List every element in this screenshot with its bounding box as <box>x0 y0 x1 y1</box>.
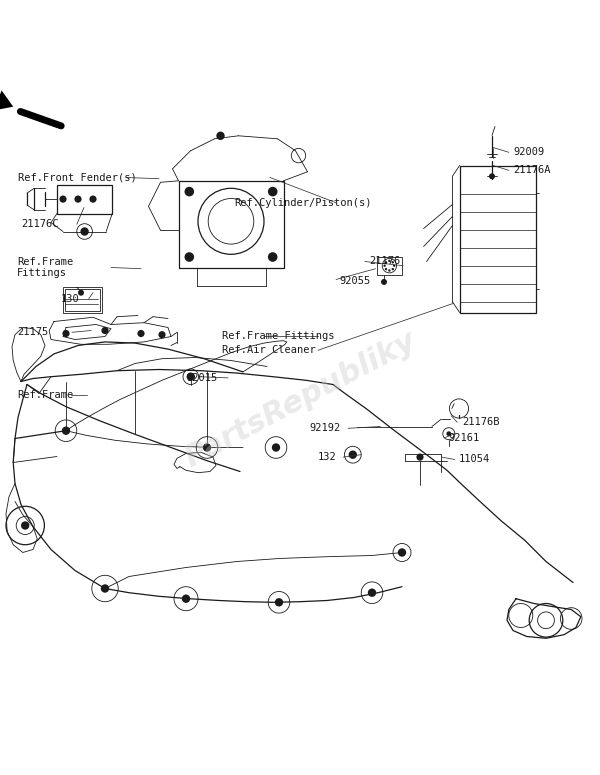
Text: 21176C: 21176C <box>21 219 59 229</box>
Polygon shape <box>0 91 13 111</box>
Text: 92192: 92192 <box>309 423 340 433</box>
Circle shape <box>398 548 406 556</box>
Text: Ref.Frame: Ref.Frame <box>17 390 73 400</box>
Circle shape <box>388 269 391 272</box>
Text: 21176: 21176 <box>369 257 400 267</box>
Text: 92161: 92161 <box>449 433 480 443</box>
Text: 21176B: 21176B <box>462 417 499 427</box>
Circle shape <box>101 584 109 593</box>
Circle shape <box>203 443 211 452</box>
Circle shape <box>383 264 386 267</box>
Text: 92055: 92055 <box>340 276 371 286</box>
Circle shape <box>381 279 387 285</box>
Circle shape <box>393 264 395 267</box>
Circle shape <box>385 268 387 270</box>
Text: PartsRepubliky: PartsRepubliky <box>179 326 421 473</box>
Circle shape <box>388 260 391 262</box>
Text: 21176A: 21176A <box>513 165 551 175</box>
Circle shape <box>392 268 394 270</box>
Bar <box>65 289 100 311</box>
Circle shape <box>80 227 89 236</box>
Text: Ref.Frame Fittings: Ref.Frame Fittings <box>222 331 335 341</box>
Bar <box>57 184 112 213</box>
Text: Ref.Frame
Fittings: Ref.Frame Fittings <box>17 257 73 278</box>
Circle shape <box>385 261 387 264</box>
Circle shape <box>217 132 224 140</box>
Text: Ref.Cylinder/Piston(s): Ref.Cylinder/Piston(s) <box>234 198 371 208</box>
Circle shape <box>272 443 280 452</box>
Circle shape <box>392 261 394 264</box>
Circle shape <box>446 432 451 436</box>
Circle shape <box>182 594 190 603</box>
Text: 21175: 21175 <box>17 327 48 337</box>
Circle shape <box>187 373 195 381</box>
Circle shape <box>368 588 376 597</box>
Text: 132: 132 <box>318 452 337 462</box>
Circle shape <box>275 598 283 607</box>
Circle shape <box>349 450 357 459</box>
Circle shape <box>21 522 29 529</box>
Text: Ref.Front Fender(s): Ref.Front Fender(s) <box>18 173 137 182</box>
Circle shape <box>74 195 82 203</box>
Bar <box>460 166 536 312</box>
Text: 11054: 11054 <box>459 454 490 464</box>
Circle shape <box>268 187 277 196</box>
Circle shape <box>62 426 70 435</box>
Text: 130: 130 <box>61 294 80 304</box>
Bar <box>63 288 102 312</box>
Circle shape <box>185 187 194 196</box>
Circle shape <box>185 252 194 262</box>
Circle shape <box>489 174 495 179</box>
Circle shape <box>59 195 67 203</box>
Circle shape <box>416 453 424 460</box>
Bar <box>377 257 402 274</box>
Circle shape <box>101 327 109 334</box>
Circle shape <box>62 330 70 337</box>
Circle shape <box>158 331 166 339</box>
Text: 92009: 92009 <box>513 147 544 157</box>
Text: Ref.Air Cleaner: Ref.Air Cleaner <box>222 346 316 355</box>
Circle shape <box>78 290 84 296</box>
Text: 92015: 92015 <box>186 373 217 383</box>
Circle shape <box>137 330 145 337</box>
Circle shape <box>268 252 277 262</box>
Circle shape <box>89 195 97 203</box>
